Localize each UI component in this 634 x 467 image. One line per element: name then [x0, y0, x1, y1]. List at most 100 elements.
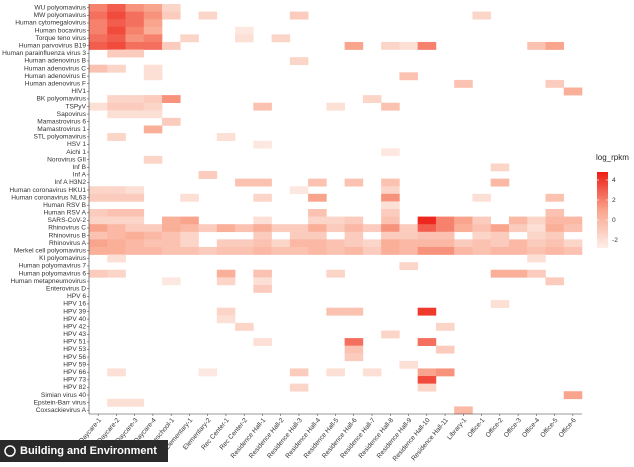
- cell: [527, 216, 546, 225]
- cell: [381, 148, 400, 157]
- cell: [162, 216, 181, 225]
- row-label: Simian virus 40: [41, 392, 86, 399]
- row-label: Enterovirus D: [46, 285, 86, 292]
- cell: [143, 41, 163, 50]
- column-label: Office-2: [485, 417, 505, 439]
- cell: [381, 330, 400, 339]
- cell: [162, 246, 181, 255]
- cell: [381, 102, 400, 111]
- column-label: Office-4: [521, 417, 541, 439]
- cell: [216, 315, 236, 324]
- cell: [289, 11, 309, 20]
- cell: [417, 383, 437, 392]
- cell: [89, 269, 108, 278]
- cell: [162, 277, 181, 286]
- row-label: Coxsackievirus A: [36, 407, 87, 414]
- cell: [271, 246, 291, 255]
- cell: [399, 72, 418, 81]
- row-label: Human cytomegalovirus: [15, 20, 86, 27]
- cell: [107, 368, 126, 377]
- cell: [143, 231, 163, 240]
- cell: [344, 338, 364, 346]
- row-label: Human coronavirus NL63: [11, 194, 86, 201]
- cell: [125, 239, 145, 248]
- cell: [472, 224, 492, 233]
- row-label: HPV 82: [63, 384, 86, 391]
- row-label: Inf A: [73, 172, 87, 179]
- colorbar-tick-label: -2: [612, 237, 618, 244]
- row-label: Rhinovirus A: [49, 240, 87, 247]
- cell: [89, 64, 108, 73]
- column-label: Office-6: [558, 417, 578, 439]
- cell: [253, 140, 272, 149]
- cell: [216, 133, 236, 141]
- cell: [89, 41, 108, 50]
- colorbar-tick-label: 4: [612, 177, 616, 184]
- cell: [162, 11, 181, 20]
- cell: [107, 41, 126, 50]
- cell: [344, 41, 364, 50]
- cell: [417, 307, 437, 316]
- cell: [381, 216, 400, 225]
- cell: [89, 193, 108, 202]
- cell: [235, 224, 254, 233]
- row-label: BK polyomavirus: [37, 96, 87, 103]
- cell: [143, 4, 163, 12]
- cell: [253, 239, 272, 248]
- cell: [143, 64, 163, 73]
- cell: [454, 406, 473, 415]
- cell: [289, 246, 309, 255]
- cell: [435, 231, 455, 240]
- cell: [143, 110, 163, 119]
- cell: [545, 41, 565, 50]
- cell: [143, 26, 163, 35]
- cell: [89, 231, 108, 240]
- row-label: HPV 53: [63, 346, 86, 353]
- cell: [107, 26, 126, 35]
- cell: [381, 186, 400, 195]
- cell: [490, 178, 510, 187]
- cell: [381, 246, 400, 255]
- cell: [198, 171, 218, 179]
- cell: [216, 224, 236, 233]
- cell: [508, 246, 528, 255]
- cell: [235, 322, 254, 331]
- cell: [162, 239, 181, 248]
- cell: [107, 49, 126, 58]
- row-label: Human parainfluenza virus 3: [2, 50, 86, 57]
- cell: [326, 239, 345, 248]
- cell: [472, 231, 492, 240]
- cell: [527, 41, 546, 50]
- cell: [399, 360, 418, 369]
- watermark-icon: [4, 445, 16, 457]
- cell: [125, 110, 145, 119]
- row-label: Torque teno virus: [35, 35, 86, 42]
- cell: [308, 178, 327, 187]
- cell: [89, 19, 108, 28]
- cell: [381, 201, 400, 210]
- cell: [89, 4, 108, 12]
- cell: [180, 34, 199, 43]
- cell: [527, 246, 546, 255]
- cell: [454, 224, 473, 233]
- row-label: HPV 51: [63, 339, 86, 346]
- cell: [508, 239, 528, 248]
- cell: [362, 95, 382, 104]
- cell: [125, 186, 145, 195]
- cell: [162, 4, 181, 12]
- cell: [545, 79, 565, 88]
- cell: [143, 19, 163, 28]
- cell: [107, 254, 126, 263]
- cell: [490, 231, 510, 240]
- row-label: Merkel cell polyomavirus: [14, 248, 87, 255]
- cell: [125, 95, 145, 104]
- cell: [490, 163, 510, 172]
- cell: [399, 41, 418, 50]
- column-label: Office-1: [466, 417, 486, 439]
- row-label: Human bocavirus: [35, 27, 87, 34]
- cell: [381, 224, 400, 233]
- cell: [253, 269, 272, 278]
- cell: [253, 231, 272, 240]
- cell: [89, 102, 108, 111]
- cell: [89, 246, 108, 255]
